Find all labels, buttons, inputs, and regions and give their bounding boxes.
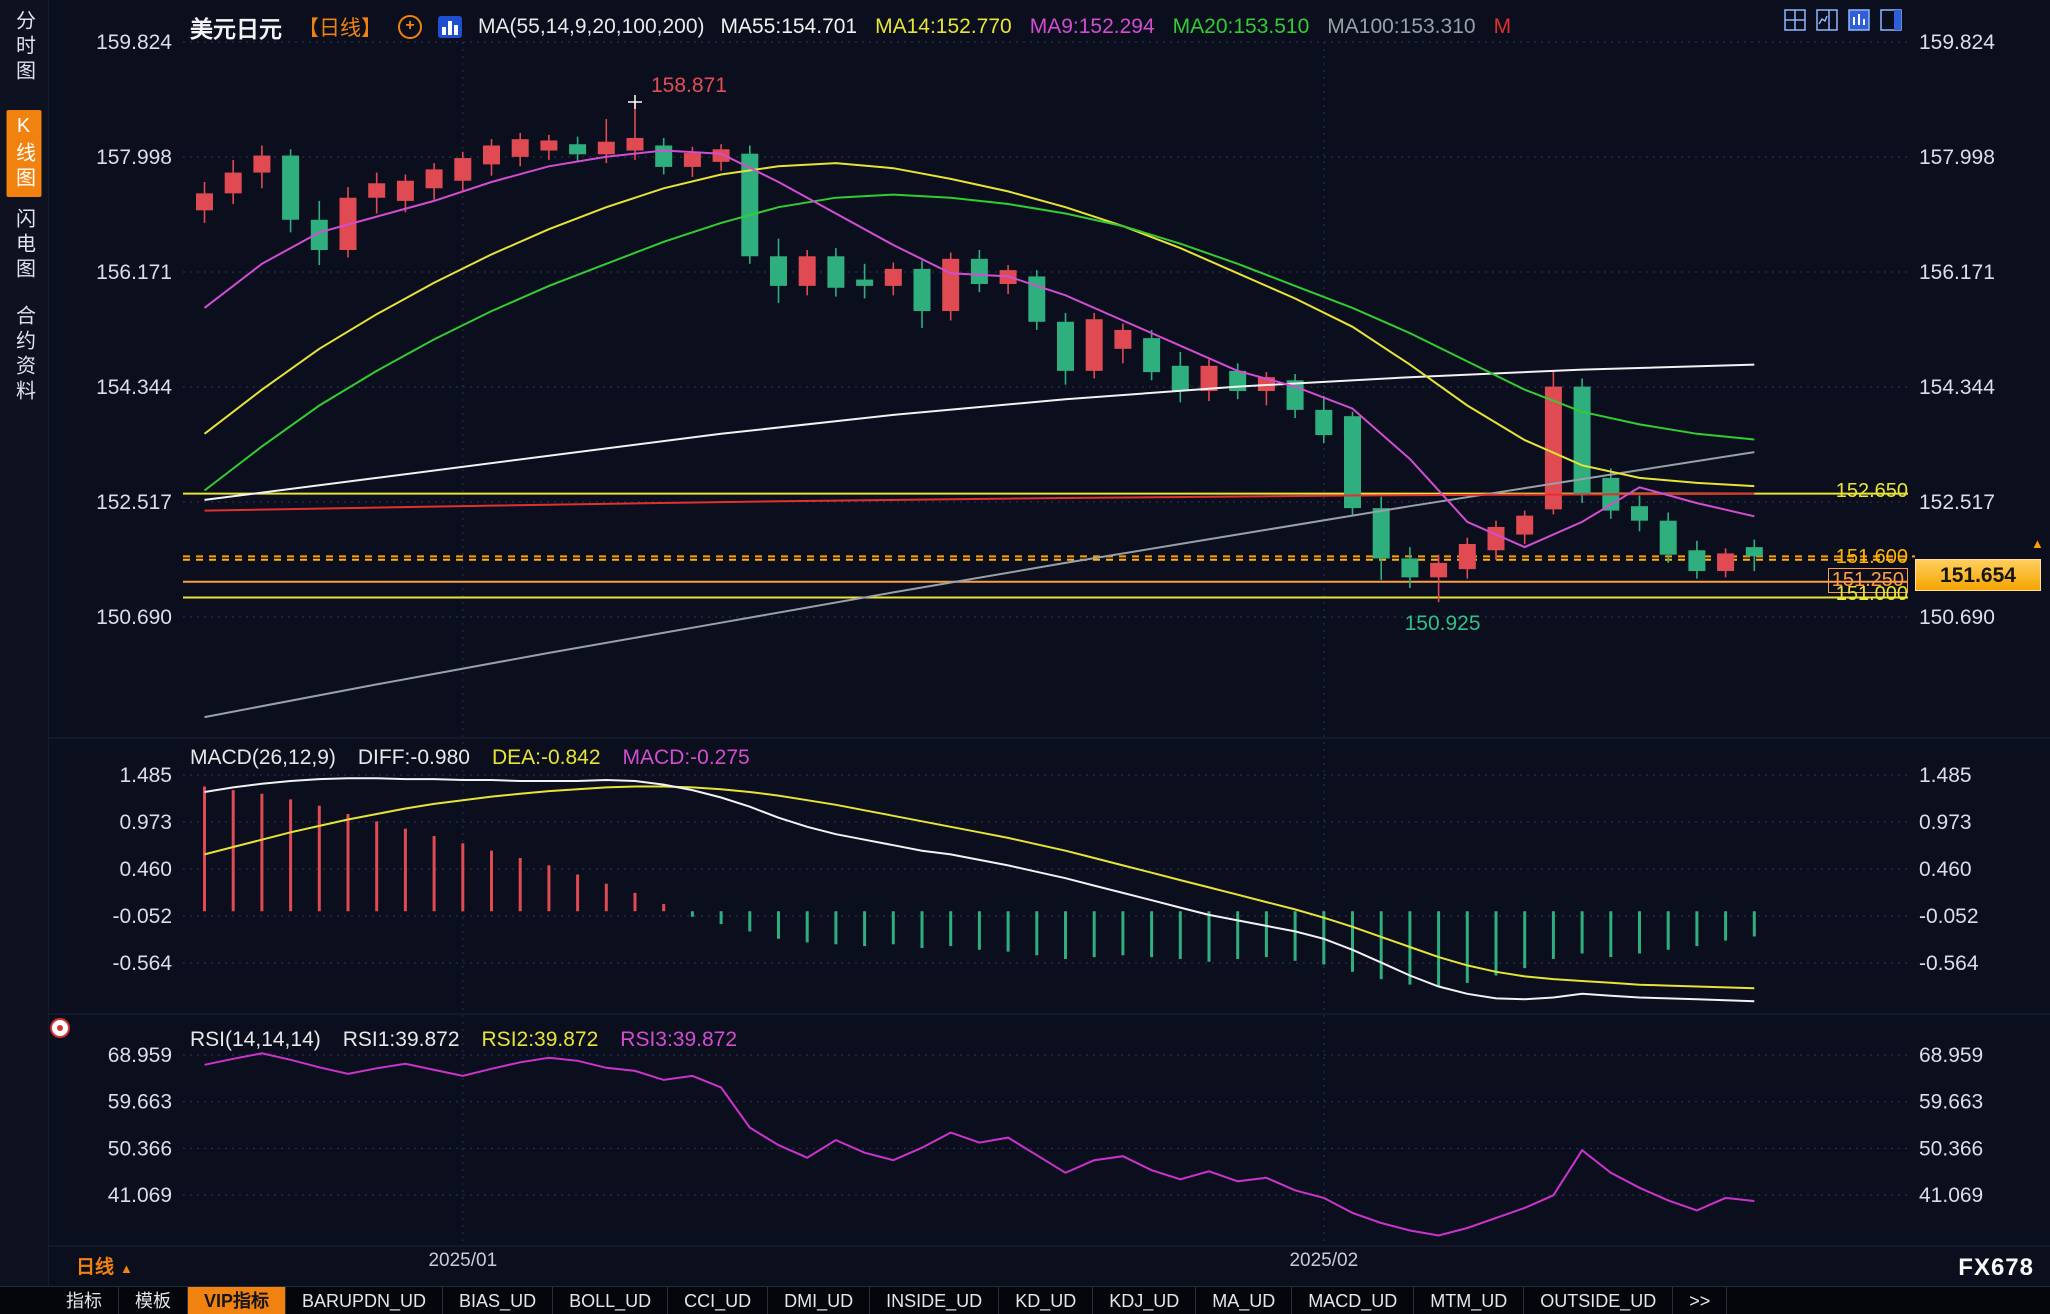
- svg-text:150.690: 150.690: [96, 606, 172, 629]
- bottom-tab-macd-ud[interactable]: MACD_UD: [1292, 1287, 1415, 1314]
- svg-text:156.171: 156.171: [1919, 261, 1995, 284]
- bottom-tab-barupdn-ud[interactable]: BARUPDN_UD: [286, 1287, 444, 1314]
- low-price-annotation: 150.925: [1404, 612, 1481, 636]
- chart-header: 美元日元 【日线】 + MA(55,14,9,20,100,200) MA55:…: [190, 10, 1529, 44]
- svg-text:1.485: 1.485: [1919, 764, 1972, 787]
- svg-text:0.973: 0.973: [119, 811, 172, 834]
- rsi1-value: RSI1:39.872: [342, 1028, 460, 1051]
- record-dot-icon[interactable]: [50, 1018, 70, 1038]
- svg-text:-0.052: -0.052: [112, 905, 172, 928]
- bottom-tab-bias-ud[interactable]: BIAS_UD: [443, 1287, 554, 1314]
- svg-text:50.366: 50.366: [108, 1137, 172, 1160]
- sidebar-item-lightning-chart[interactable]: 闪电图: [12, 208, 35, 283]
- period-badge[interactable]: 日线 ▲: [76, 1252, 133, 1279]
- price-up-arrow-icon: ▲: [2031, 536, 2044, 552]
- ma-value: MA14:152.770: [875, 15, 1012, 38]
- svg-text:159.824: 159.824: [96, 31, 172, 54]
- svg-text:-0.564: -0.564: [112, 952, 172, 975]
- bottom-tab-mtm-ud[interactable]: MTM_UD: [1414, 1287, 1525, 1314]
- bottom-tab-cci-ud[interactable]: CCI_UD: [668, 1287, 769, 1314]
- rsi-title: RSI(14,14,14): [190, 1028, 321, 1051]
- svg-text:59.663: 59.663: [108, 1091, 172, 1114]
- x-axis-label: 2025/02: [1289, 1250, 1359, 1271]
- layout-split-icon[interactable]: [1815, 8, 1839, 32]
- svg-text:152.517: 152.517: [1919, 491, 1995, 514]
- price-level-label: 152.650: [1835, 479, 1908, 502]
- svg-text:41.069: 41.069: [108, 1184, 172, 1207]
- last-price-box: 151.654: [1915, 559, 2041, 592]
- svg-text:0.460: 0.460: [119, 858, 172, 881]
- svg-text:154.344: 154.344: [96, 376, 172, 399]
- svg-text:159.824: 159.824: [1919, 31, 1995, 54]
- layout-chart-icon[interactable]: [1847, 8, 1871, 32]
- watermark: FX678: [1958, 1254, 2034, 1281]
- svg-text:157.998: 157.998: [96, 146, 172, 169]
- rsi2-value: RSI2:39.872: [481, 1028, 599, 1051]
- rsi-header: RSI(14,14,14) RSI1:39.872 RSI2:39.872 RS…: [190, 1028, 737, 1052]
- ma-settings-label: MA(55,14,9,20,100,200): [478, 15, 705, 38]
- sidebar-item-time-chart[interactable]: 分时图: [12, 10, 35, 85]
- chart-type-icon[interactable]: [438, 16, 462, 38]
- sidebar-item-contract-info[interactable]: 合约资料: [12, 305, 35, 405]
- bottom-tab-outside-ud[interactable]: OUTSIDE_UD: [1524, 1287, 1674, 1314]
- macd-header: MACD(26,12,9) DIFF:-0.980 DEA:-0.842 MAC…: [190, 746, 750, 770]
- svg-text:154.344: 154.344: [1919, 376, 1995, 399]
- svg-text:152.517: 152.517: [96, 491, 172, 514]
- ma-value: MA20:153.510: [1172, 15, 1310, 38]
- svg-text:150.690: 150.690: [1919, 606, 1995, 629]
- svg-text:68.959: 68.959: [108, 1044, 172, 1067]
- bottom-tab-vip-indicators[interactable]: VIP指标: [188, 1287, 287, 1314]
- triangle-up-icon: ▲: [120, 1261, 133, 1276]
- price-level-label: 151.600: [1835, 545, 1908, 568]
- high-price-annotation: 158.871: [651, 73, 727, 97]
- bottom-tab-kdj-ud[interactable]: KDJ_UD: [1093, 1287, 1197, 1314]
- svg-text:68.959: 68.959: [1919, 1044, 1983, 1067]
- plus-icon[interactable]: +: [398, 15, 422, 39]
- layout-grid-icon[interactable]: [1783, 8, 1807, 32]
- svg-text:0.460: 0.460: [1919, 858, 1972, 881]
- svg-text:41.069: 41.069: [1919, 1184, 1983, 1207]
- svg-text:0.973: 0.973: [1919, 811, 1972, 834]
- macd-macd-value: MACD:-0.275: [622, 746, 750, 769]
- ma-value: M: [1493, 15, 1512, 38]
- bottom-tab-inside-ud[interactable]: INSIDE_UD: [870, 1287, 1000, 1314]
- sidebar-item-kline-chart[interactable]: K线图: [6, 110, 42, 197]
- price-level-label: 151.250: [1827, 567, 1908, 593]
- bottom-tab-indicators[interactable]: 指标: [50, 1287, 119, 1314]
- svg-text:156.171: 156.171: [96, 261, 172, 284]
- bottom-tab-more[interactable]: >>: [1673, 1287, 1728, 1314]
- svg-text:50.366: 50.366: [1919, 1137, 1983, 1160]
- svg-text:157.998: 157.998: [1919, 146, 1995, 169]
- x-axis-label: 2025/01: [428, 1250, 498, 1271]
- bottom-tab-boll-ud[interactable]: BOLL_UD: [553, 1287, 669, 1314]
- rsi3-value: RSI3:39.872: [620, 1028, 738, 1051]
- svg-text:-0.564: -0.564: [1919, 952, 1979, 975]
- sidebar: 分时图 K线图 闪电图 合约资料: [0, 0, 49, 1286]
- indicator-tab-bar: 指标 模板 VIP指标 BARUPDN_UD BIAS_UD BOLL_UD CCI_UD D…: [0, 1286, 2050, 1314]
- ma-values: MA55:154.701 MA14:152.770 MA9:152.294 MA20:…: [721, 15, 1530, 39]
- svg-text:-0.052: -0.052: [1919, 905, 1979, 928]
- macd-diff-value: DIFF:-0.980: [357, 746, 470, 769]
- bottom-tab-templates[interactable]: 模板: [119, 1287, 188, 1314]
- macd-dea-value: DEA:-0.842: [491, 746, 601, 769]
- ma-value: MA9:152.294: [1029, 15, 1155, 38]
- macd-title: MACD(26,12,9): [190, 746, 336, 769]
- layout-panel-icon[interactable]: [1879, 8, 1903, 32]
- bottom-tab-dmi-ud[interactable]: DMI_UD: [768, 1287, 871, 1314]
- ma-value: MA55:154.701: [720, 15, 858, 38]
- period-label[interactable]: 【日线】: [298, 17, 382, 40]
- bottom-tab-ma-ud[interactable]: MA_UD: [1196, 1287, 1293, 1314]
- svg-text:1.485: 1.485: [119, 764, 172, 787]
- ma-value: MA100:153.310: [1327, 15, 1476, 38]
- window-layout-icons: [1783, 8, 1903, 32]
- period-badge-label: 日线: [76, 1257, 115, 1278]
- price-level-label: 151.000: [1835, 583, 1908, 606]
- symbol-name: 美元日元: [190, 16, 282, 42]
- svg-text:59.663: 59.663: [1919, 1091, 1983, 1114]
- bottom-tab-kd-ud[interactable]: KD_UD: [999, 1287, 1094, 1314]
